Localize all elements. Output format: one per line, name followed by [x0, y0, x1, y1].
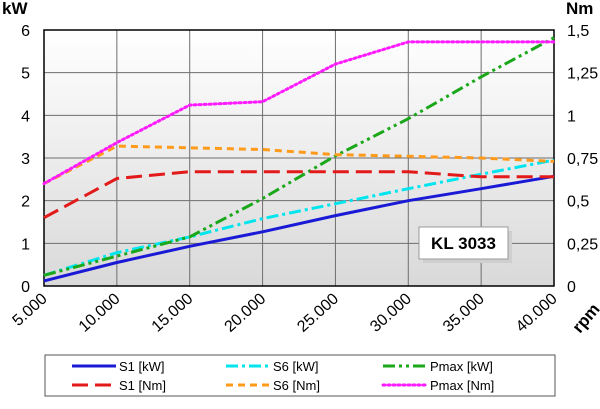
right-tick-label: 0,75	[567, 151, 598, 168]
right-tick-label: 0,5	[567, 194, 589, 211]
x-tick-label: 20.000	[222, 290, 270, 335]
left-tick-label: 4	[21, 108, 30, 125]
right-tick-label: 1,5	[567, 23, 589, 40]
left-tick-label: 2	[21, 194, 30, 211]
x-tick-label: 10.000	[76, 290, 124, 335]
series-line	[43, 158, 555, 277]
legend-label: Pmax [Nm]	[430, 378, 494, 393]
right-tick-label: 1,25	[567, 66, 598, 83]
legend-box	[44, 354, 556, 397]
legend-label: S6 [kW]	[273, 359, 319, 374]
series-line	[43, 36, 555, 277]
right-axis-unit: Nm	[566, 0, 593, 18]
model-label: KL 3033	[431, 234, 496, 253]
x-tick-label: 25.000	[294, 290, 342, 335]
legend-label: S6 [Nm]	[273, 378, 320, 393]
left-tick-label: 3	[21, 151, 30, 168]
right-tick-label: 0,25	[567, 236, 598, 253]
x-tick-label: 15.000	[149, 290, 197, 335]
left-tick-label: 0	[21, 279, 30, 296]
x-tick-label: 40.000	[513, 290, 561, 335]
left-axis-unit: kW	[2, 0, 28, 18]
legend: S1 [kW] S6 [kW] Pmax [kW] S1 [Nm] S6 [Nm] Pma…	[44, 354, 556, 397]
left-tick-label: 1	[21, 236, 30, 253]
x-tick-label: 5.000	[10, 290, 51, 329]
series-line	[43, 144, 555, 185]
x-tick-label: 35.000	[440, 290, 488, 335]
left-axis-ticks: 0 1 2 3 4 5 6	[21, 23, 30, 296]
series-line	[43, 174, 555, 283]
left-tick-label: 6	[21, 23, 30, 40]
series-line	[42, 40, 556, 186]
x-axis-ticks: 5.000 10.000 15.000 20.000 25.000 30.000 35.00…	[10, 290, 561, 335]
x-tick-label: 30.000	[367, 290, 415, 335]
series-lines	[42, 36, 556, 283]
x-axis-unit: rpm	[569, 300, 600, 337]
left-tick-label: 5	[21, 66, 30, 83]
legend-label: Pmax [kW]	[430, 359, 493, 374]
plot-border	[43, 29, 555, 287]
right-tick-label: 1	[567, 108, 576, 125]
model-label-box: KL 3033	[418, 226, 512, 263]
legend-label: S1 [kW]	[119, 359, 165, 374]
right-tick-label: 0	[567, 279, 576, 296]
series-line	[43, 170, 554, 220]
right-axis-ticks: 0 0,25 0,5 0,75 1 1,25 1,5	[567, 23, 598, 296]
legend-label: S1 [Nm]	[119, 378, 166, 393]
